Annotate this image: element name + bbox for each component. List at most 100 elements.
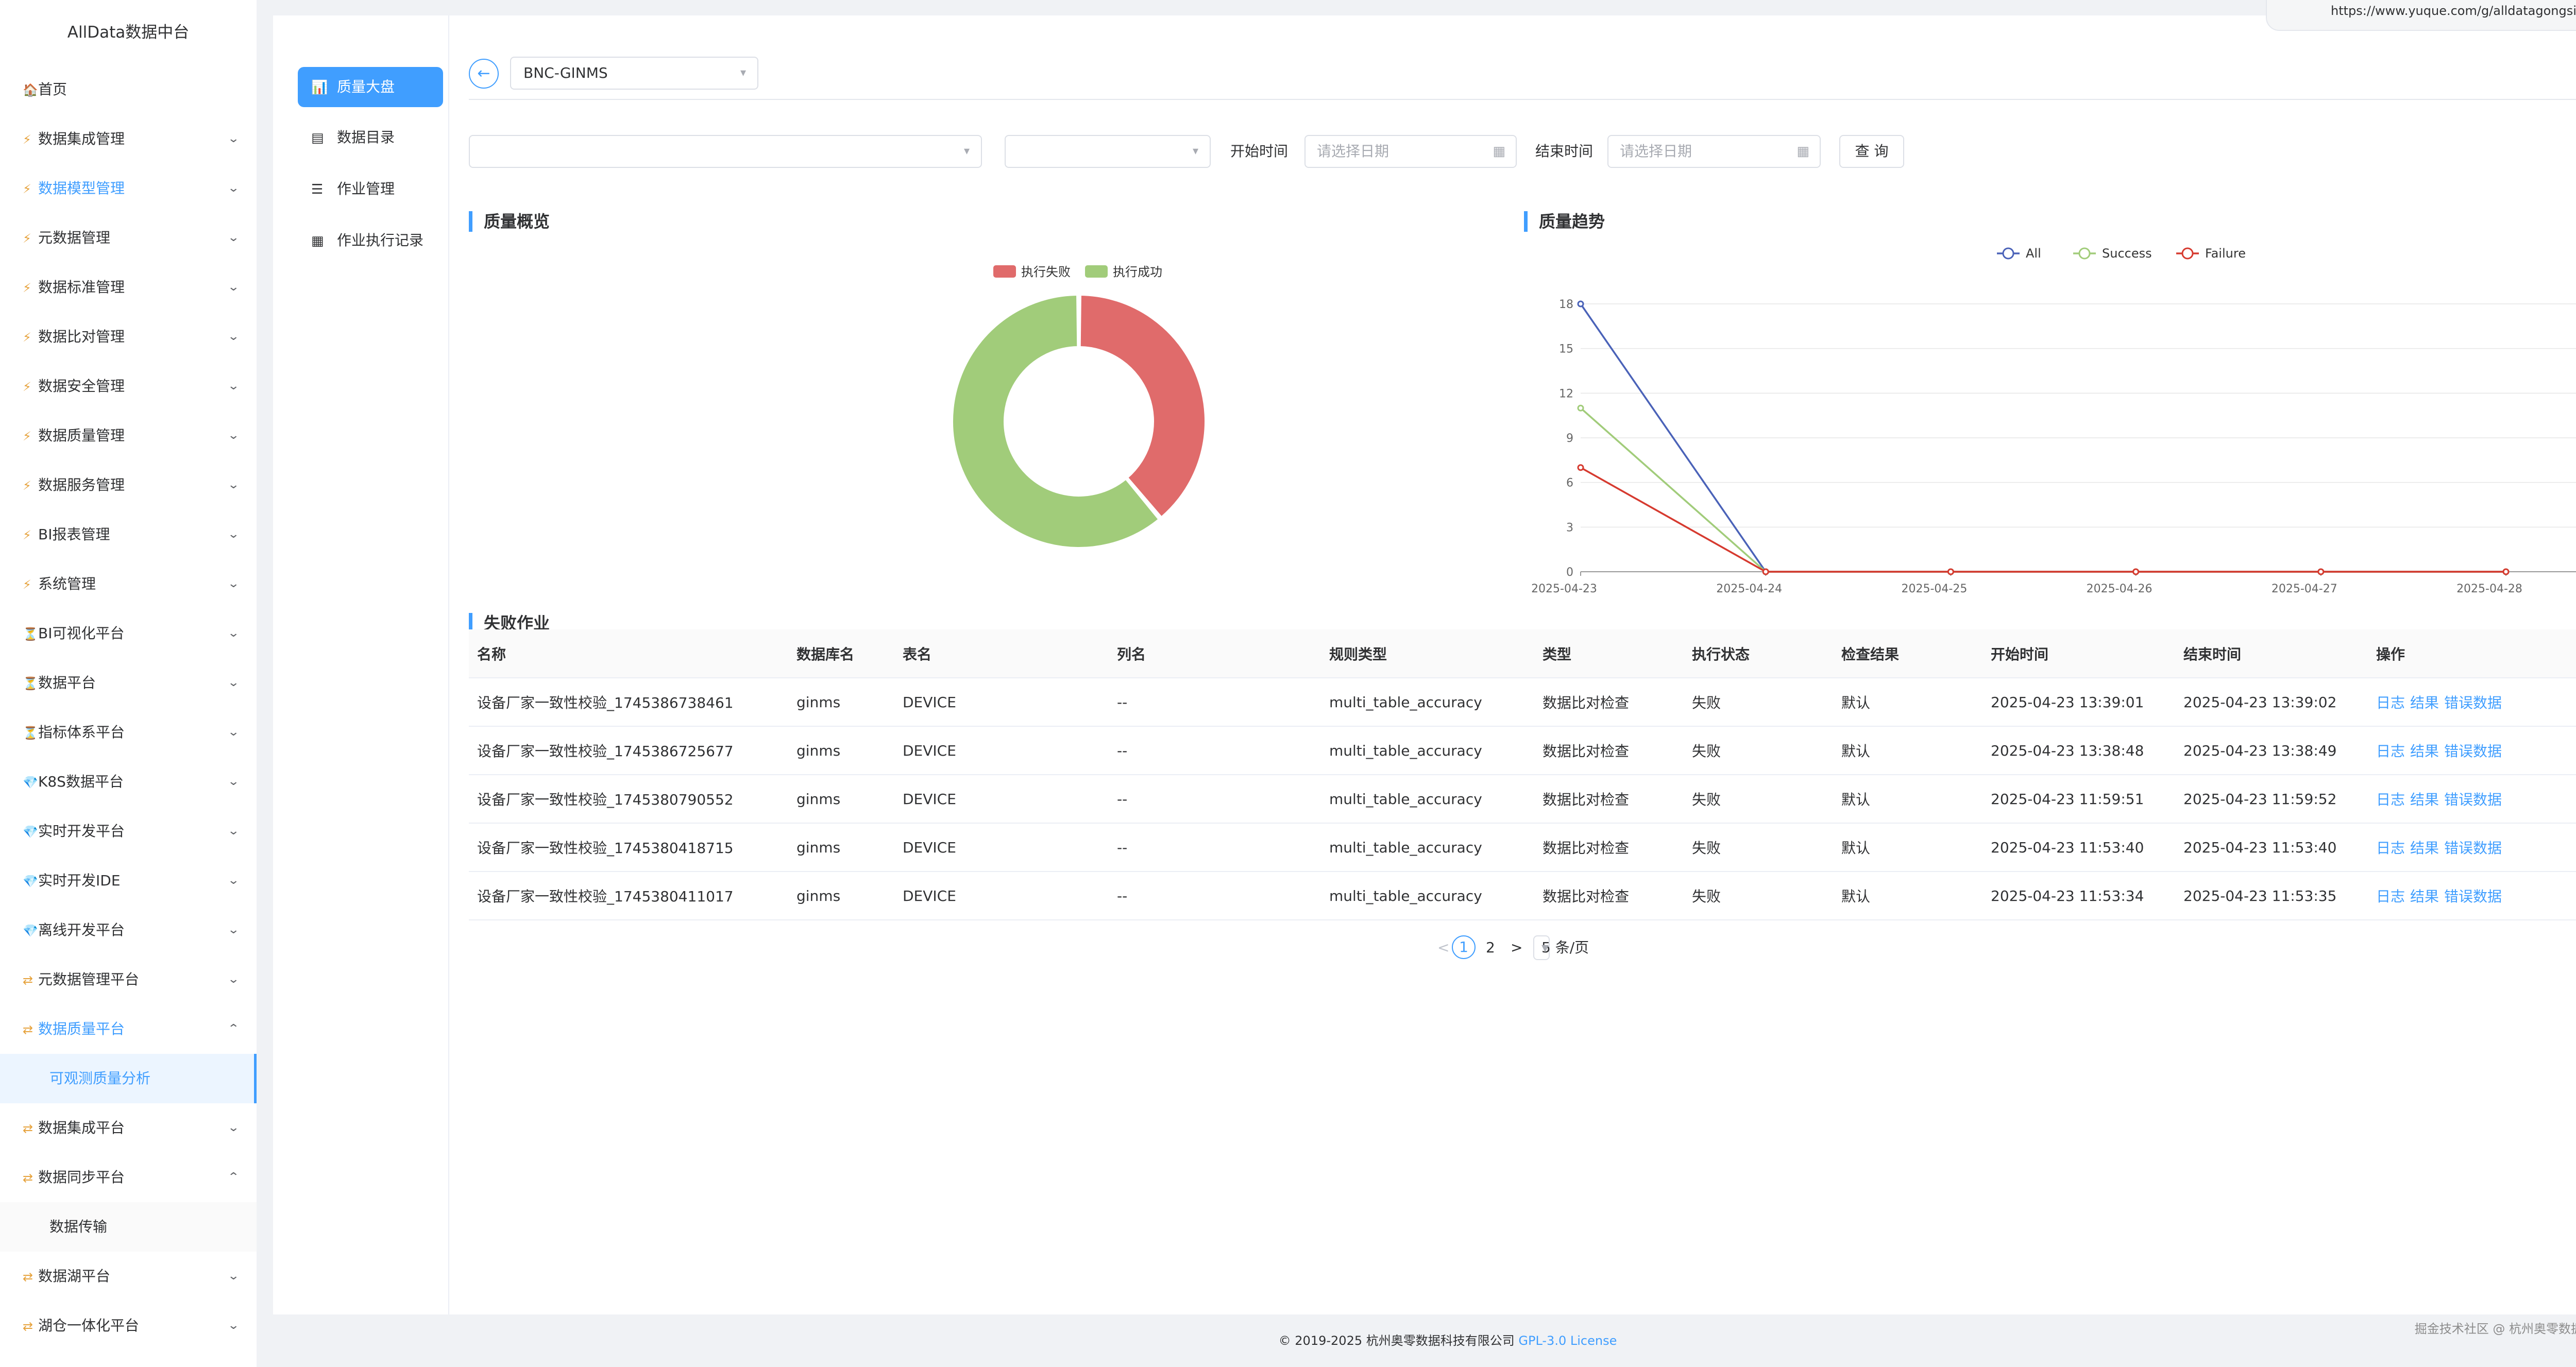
x-tick-label: 2025-04-24 [1716, 583, 1782, 595]
result-link[interactable]: 结果 [2410, 840, 2439, 857]
sidebar-item[interactable]: ⇄ 数据质量平台 ⌃ [0, 1004, 257, 1054]
log-link[interactable]: 日志 [2376, 840, 2405, 857]
sidebar-item[interactable]: ⚡ 系统管理 ⌄ [0, 559, 257, 609]
data-point-failure[interactable] [1577, 464, 1584, 471]
subnav-data-catalog[interactable]: ▤ 数据目录 [298, 117, 443, 158]
table-cell: 默认 [1833, 823, 1982, 872]
result-link[interactable]: 结果 [2410, 791, 2439, 808]
sidebar-item[interactable]: ⚡ BI报表管理 ⌄ [0, 510, 257, 559]
sidebar-item[interactable]: ⚡ 数据比对管理 ⌄ [0, 312, 257, 362]
data-point-failure[interactable] [1947, 568, 1954, 575]
result-link[interactable]: 结果 [2410, 743, 2439, 760]
legend-label-all[interactable]: All [2026, 246, 2041, 261]
prev-page-button[interactable]: < [1437, 939, 1450, 956]
start-date-input[interactable]: 请选择日期 ▦ [1304, 135, 1517, 168]
sidebar-item-label: 数据比对管理 [38, 328, 125, 345]
y-tick-label: 18 [1559, 298, 1573, 311]
error-data-link[interactable]: 错误数据 [2444, 888, 2502, 905]
sidebar-subitem[interactable]: 可观测质量分析 [0, 1054, 257, 1103]
start-time-label: 开始时间 [1230, 143, 1289, 160]
sidebar-item[interactable]: 💎K8S数据平台 ⌄ [0, 757, 257, 807]
sidebar-item[interactable]: ⚡ 元数据管理 ⌄ [0, 213, 257, 263]
legend-label-success[interactable]: Success [2102, 246, 2152, 261]
sidebar-item[interactable]: ⏳数据平台 ⌄ [0, 658, 257, 708]
legend-label-failure[interactable]: Failure [2205, 246, 2246, 261]
menu-icon: ⇄ [23, 1270, 33, 1284]
menu-icon: ⏳ [23, 627, 38, 641]
log-link[interactable]: 日志 [2376, 791, 2405, 808]
error-data-link[interactable]: 错误数据 [2444, 743, 2502, 760]
error-data-link[interactable]: 错误数据 [2444, 694, 2502, 711]
row-actions: 日志 结果 错误数据 [2368, 726, 2576, 775]
sidebar-item[interactable]: ⇄ 数据同步平台 ⌃ [0, 1153, 257, 1202]
log-link[interactable]: 日志 [2376, 743, 2405, 760]
data-point-success[interactable] [1577, 404, 1584, 412]
sub-nav: 📊 质量大盘 ▤ 数据目录 ☰ 作业管理 ▦ 作业执行记录 [273, 15, 449, 1314]
sidebar-item[interactable]: ⚡ 数据安全管理 ⌄ [0, 362, 257, 411]
error-data-link[interactable]: 错误数据 [2444, 791, 2502, 808]
data-point-failure[interactable] [2132, 568, 2140, 575]
sidebar-item[interactable]: 💎离线开发平台 ⌄ [0, 905, 257, 955]
sidebar-item[interactable]: ⚡ 数据标准管理 ⌄ [0, 263, 257, 312]
subnav-job-records[interactable]: ▦ 作业执行记录 [298, 220, 443, 261]
chevron-down-icon: ⌄ [227, 825, 240, 838]
result-link[interactable]: 结果 [2410, 888, 2439, 905]
subnav-quality-dashboard[interactable]: 📊 质量大盘 [298, 67, 443, 107]
sidebar-subitem[interactable]: 数据传输 [0, 1202, 257, 1252]
subnav-job-management[interactable]: ☰ 作业管理 [298, 169, 443, 209]
y-tick-label: 6 [1566, 477, 1573, 490]
license-link[interactable]: GPL-3.0 License [1518, 1334, 1617, 1348]
sidebar-item[interactable]: 💎实时开发IDE ⌄ [0, 856, 257, 905]
sidebar-item[interactable]: ⇄ 元数据管理平台 ⌄ [0, 955, 257, 1004]
end-date-input[interactable]: 请选择日期 ▦ [1607, 135, 1821, 168]
table-cell: 2025-04-23 11:53:34 [1982, 872, 2175, 920]
data-point-failure[interactable] [2502, 568, 2510, 575]
page-1-button[interactable]: 1 [1452, 935, 1476, 959]
data-point-failure[interactable] [2317, 568, 2325, 575]
back-button[interactable]: ← [469, 59, 499, 89]
menu-icon: ⚡ [23, 479, 31, 493]
url-popup[interactable]: https://www.yuque.com/g/alldatagongsifu.… [2266, 0, 2576, 31]
sidebar-item[interactable]: ⇄ 数据湖平台 ⌄ [0, 1252, 257, 1301]
sidebar-item[interactable]: ⚡ 数据模型管理 ⌄ [0, 164, 257, 213]
pie-slice-fail[interactable] [1078, 293, 1207, 519]
query-button[interactable]: 查 询 [1839, 135, 1904, 168]
filter-select-2[interactable]: ▾ [1005, 135, 1211, 168]
sidebar-item[interactable]: ⇄ 数据集成平台 ⌄ [0, 1103, 257, 1153]
chevron-down-icon: ⌄ [227, 726, 240, 739]
data-point-all[interactable] [1577, 300, 1584, 307]
column-header: 列名 [1109, 629, 1321, 678]
sidebar-item[interactable]: ⇄ 湖仓一体化平台 ⌄ [0, 1301, 257, 1351]
menu-icon: ⚡ [23, 132, 31, 147]
sidebar-item[interactable]: ⚡ 数据质量管理 ⌄ [0, 411, 257, 460]
table-cell: 失败 [1684, 726, 1833, 775]
result-link[interactable]: 结果 [2410, 694, 2439, 711]
sidebar-item[interactable]: ⏳BI可视化平台 ⌄ [0, 609, 257, 658]
filter-select-1[interactable]: ▾ [469, 135, 982, 168]
table-cell: multi_table_accuracy [1321, 872, 1534, 920]
datasource-select[interactable]: BNC-GINMS ▾ [510, 57, 758, 90]
table-cell: 2025-04-23 13:39:02 [2175, 678, 2368, 727]
pie-slice-success[interactable] [951, 293, 1161, 549]
log-link[interactable]: 日志 [2376, 888, 2405, 905]
sidebar-item-label: K8S数据平台 [38, 773, 124, 790]
column-header: 操作 [2368, 629, 2576, 678]
table-cell: multi_table_accuracy [1321, 726, 1534, 775]
menu-icon: 💎 [23, 825, 38, 839]
chevron-down-icon: ⌄ [227, 330, 240, 343]
calendar-icon: ▦ [1797, 144, 1809, 159]
chevron-down-icon: ⌄ [227, 380, 240, 392]
sidebar-item-label: 首页 [38, 81, 67, 98]
page-size-select[interactable]: 5 条/页 ▾ [1533, 935, 1589, 960]
sidebar-item[interactable]: ⚡ 数据集成管理 ⌄ [0, 114, 257, 164]
next-page-button[interactable]: > [1511, 939, 1523, 956]
sidebar-item[interactable]: 💎实时开发平台 ⌄ [0, 807, 257, 856]
data-point-failure[interactable] [1762, 568, 1769, 575]
sidebar-item[interactable]: ⏳指标体系平台 ⌄ [0, 708, 257, 757]
page-2-button[interactable]: 2 [1486, 939, 1495, 956]
log-link[interactable]: 日志 [2376, 694, 2405, 711]
error-data-link[interactable]: 错误数据 [2444, 840, 2502, 857]
menu-icon: ⚡ [23, 380, 31, 394]
sidebar-item[interactable]: 🏠首页 [0, 65, 257, 114]
sidebar-item[interactable]: ⚡ 数据服务管理 ⌄ [0, 460, 257, 510]
